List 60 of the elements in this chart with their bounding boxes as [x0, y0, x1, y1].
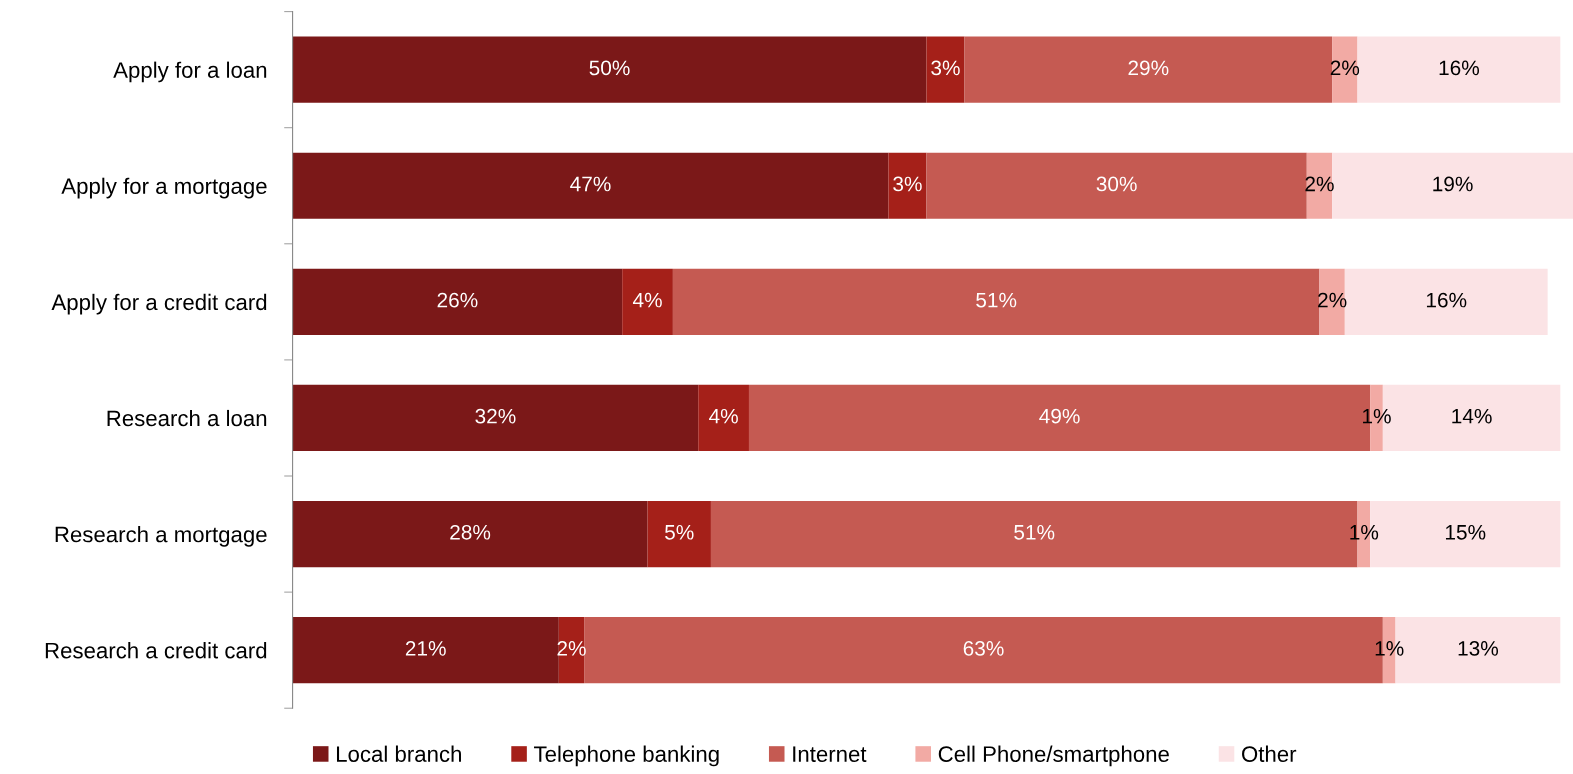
bar — [292, 500, 648, 568]
data-label: 3% — [893, 176, 922, 192]
data-label: 26% — [437, 292, 478, 308]
bar — [926, 152, 1307, 219]
bar — [622, 268, 673, 335]
legend-label: Telephone banking — [534, 745, 719, 767]
bar — [292, 36, 927, 103]
data-label: 13% — [1458, 641, 1499, 656]
data-label: 4% — [709, 408, 738, 424]
data-label: 51% — [1014, 524, 1055, 540]
bar — [558, 617, 585, 684]
data-label: 21% — [405, 641, 446, 656]
y-tick-label: Research a loan — [107, 409, 267, 427]
y-tick-label: Apply for a mortgage — [61, 177, 267, 199]
y-tick-label: Apply for a credit card — [51, 293, 267, 315]
bar — [926, 36, 965, 103]
bar — [1306, 152, 1333, 219]
data-label: 1% — [1363, 408, 1391, 424]
y-tick-label: Apply for a loan — [113, 61, 267, 83]
bar — [292, 152, 889, 219]
bar — [292, 617, 559, 684]
data-label: 1% — [1350, 524, 1379, 540]
data-label: 15% — [1445, 524, 1486, 540]
bar — [888, 152, 927, 219]
y-tick-label: Research a credit card — [45, 642, 267, 659]
data-label: 29% — [1128, 60, 1169, 76]
bar — [1332, 36, 1358, 103]
legend-label: Local branch — [336, 745, 461, 762]
legend-label: Other — [1242, 745, 1297, 762]
data-label: 19% — [1433, 176, 1473, 192]
data-label: 32% — [475, 408, 516, 424]
data-label: 5% — [665, 524, 694, 540]
data-label: 16% — [1426, 292, 1467, 308]
bar — [292, 268, 623, 335]
data-label: 4% — [632, 292, 662, 308]
data-label: 2% — [1305, 176, 1334, 192]
data-label: 49% — [1039, 408, 1080, 424]
data-label: 30% — [1096, 176, 1137, 192]
bar — [1319, 268, 1345, 335]
data-label: 1% — [1375, 641, 1404, 656]
data-label: 28% — [450, 524, 491, 540]
data-label: 14% — [1452, 408, 1492, 424]
data-label: 50% — [589, 60, 630, 76]
data-label: 51% — [976, 292, 1017, 308]
legend-label: Internet — [793, 746, 867, 762]
legend-label: Cell Phone/smartphone — [938, 745, 1169, 767]
data-label: 63% — [963, 641, 1004, 656]
data-label: 2% — [557, 641, 586, 656]
bar — [698, 384, 749, 452]
data-label: 47% — [570, 176, 611, 192]
bar — [672, 268, 1320, 335]
bar — [1332, 152, 1573, 219]
data-label: 2% — [1330, 60, 1360, 76]
bar — [292, 384, 699, 452]
data-label: 16% — [1439, 60, 1480, 76]
data-label: 3% — [931, 60, 960, 76]
data-label: 2% — [1318, 292, 1347, 308]
bar — [647, 500, 711, 568]
bar — [1357, 36, 1561, 103]
y-tick-label: Research a mortgage — [55, 526, 267, 547]
